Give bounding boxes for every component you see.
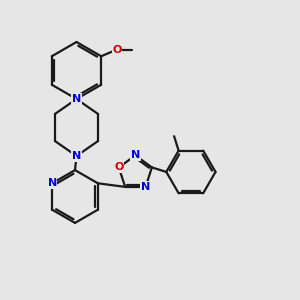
Text: N: N [131,150,140,161]
Text: O: O [114,162,124,172]
Text: N: N [47,178,57,188]
Text: O: O [112,45,122,55]
Text: N: N [72,94,81,104]
Text: N: N [72,151,81,161]
Text: N: N [141,182,150,192]
